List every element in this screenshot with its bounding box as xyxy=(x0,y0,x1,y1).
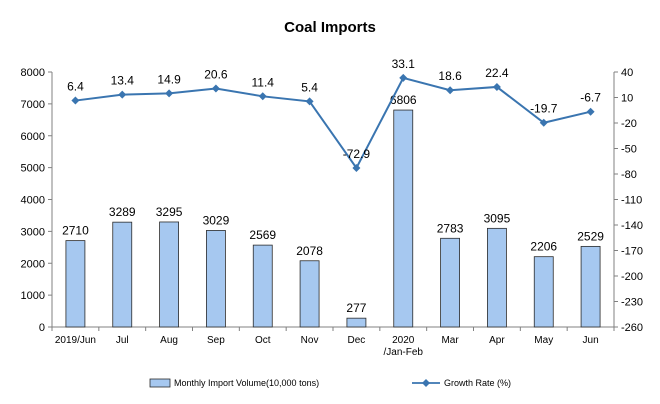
line-point xyxy=(165,89,174,98)
bar-data-label: 3289 xyxy=(109,205,136,219)
bar-series: 2710 3289 3295 3029 2569 2078 277 6806 2783 3095 2… xyxy=(62,93,604,328)
x-axis-tick-label: Oct xyxy=(255,335,271,346)
bar-data-label: 6806 xyxy=(390,93,417,107)
bar-data-label: 2569 xyxy=(249,228,276,242)
bar-data-label: 3295 xyxy=(156,205,183,219)
right-axis-tick-label: -110 xyxy=(621,195,642,207)
line-point xyxy=(399,73,408,82)
x-axis-tick-label: Dec xyxy=(348,335,366,346)
bar-data-label: 2529 xyxy=(577,229,604,243)
line-data-label: 13.4 xyxy=(111,74,135,88)
x-axis-tick-label: 2019/Jun xyxy=(55,335,96,346)
line-series: 6.4 13.4 14.9 20.6 11.4 5.4 -72.9 33.1 18.6 22.4 -… xyxy=(67,57,601,172)
left-axis-tick-label: 5000 xyxy=(21,163,45,175)
left-axis-tick-label: 6000 xyxy=(21,131,45,143)
left-axis: 0 1000 2000 3000 4000 5000 6000 7000 8000 xyxy=(21,67,53,334)
left-axis-tick-label: 0 xyxy=(39,322,45,334)
left-axis-tick-label: 4000 xyxy=(21,195,45,207)
line-point xyxy=(352,163,361,172)
x-axis-tick-label: Aug xyxy=(160,335,178,346)
bar xyxy=(206,230,226,328)
left-axis-tick-label: 2000 xyxy=(21,258,45,270)
line-data-label: -6.7 xyxy=(580,91,601,105)
x-axis-tick-label: Mar xyxy=(441,335,459,346)
bar xyxy=(393,109,414,328)
line-data-label: 18.6 xyxy=(438,69,462,83)
right-axis-tick-label: -50 xyxy=(621,144,637,156)
x-axis-tick-label: May xyxy=(534,335,553,346)
bar xyxy=(299,260,320,328)
bar xyxy=(346,317,367,328)
left-axis-tick-label: 1000 xyxy=(21,290,45,302)
bar-data-label: 277 xyxy=(346,301,366,315)
line-data-label: -19.7 xyxy=(530,102,558,116)
bar-data-label: 3029 xyxy=(203,213,230,227)
line-point xyxy=(305,97,314,106)
legend-bar-label: Monthly Import Volume(10,000 tons) xyxy=(174,378,319,388)
bar xyxy=(440,237,460,328)
legend-line-marker xyxy=(422,379,430,387)
bar-data-label: 2783 xyxy=(437,221,464,235)
x-axis-tick-label: Sep xyxy=(207,335,225,346)
left-axis-tick-label: 3000 xyxy=(21,226,45,238)
x-axis-tick-label: 2020 xyxy=(392,335,415,346)
line-point xyxy=(586,107,595,116)
bar xyxy=(65,240,86,328)
bar xyxy=(533,256,554,328)
line-point xyxy=(492,82,501,91)
line-point xyxy=(211,84,220,93)
bar xyxy=(252,244,273,328)
right-axis-tick-label: -200 xyxy=(621,271,643,283)
x-axis-tick-label: Nov xyxy=(301,335,319,346)
line-data-label: 11.4 xyxy=(252,75,275,89)
bar-data-label: 2710 xyxy=(62,224,89,238)
line-point xyxy=(446,86,455,95)
bar-data-label: 2206 xyxy=(530,240,557,254)
right-axis-tick-label: -170 xyxy=(621,246,643,258)
bar xyxy=(112,221,133,328)
left-axis-tick-label: 7000 xyxy=(21,99,45,111)
bar xyxy=(159,221,179,328)
line-point xyxy=(539,118,548,127)
x-axis-tick-label: Apr xyxy=(489,335,505,346)
line-data-label: 33.1 xyxy=(392,57,416,71)
line-data-label: -72.9 xyxy=(343,147,371,161)
right-axis-tick-label: -140 xyxy=(621,220,643,232)
right-axis-tick-label: 10 xyxy=(621,93,633,105)
x-axis-tick-label: /Jan-Feb xyxy=(384,347,424,358)
right-axis-tick-label: -20 xyxy=(621,118,637,130)
line-point xyxy=(118,90,127,99)
line-data-label: 22.4 xyxy=(485,66,509,80)
right-axis-tick-label: -260 xyxy=(621,322,643,334)
right-axis: -260 -230 -200 -170 -140 -110 -80 -50 -20 10 40 xyxy=(613,67,643,334)
right-axis-tick-label: -80 xyxy=(621,169,637,181)
bar-data-label: 2078 xyxy=(296,244,323,258)
line-point xyxy=(258,92,267,101)
legend: Monthly Import Volume(10,000 tons) Growt… xyxy=(149,378,511,388)
bar xyxy=(487,227,507,328)
x-axis-tick-label: Jul xyxy=(116,335,129,346)
x-axis-tick-label: Jun xyxy=(583,335,599,346)
line-data-label: 5.4 xyxy=(301,80,318,94)
legend-bar-swatch xyxy=(149,378,171,388)
line-data-label: 14.9 xyxy=(157,72,181,86)
right-axis-tick-label: 40 xyxy=(621,67,633,79)
x-axis: 2019/Jun Jul Aug Sep Oct Nov Dec 2020/Jan-Feb Ma… xyxy=(51,326,615,358)
bar xyxy=(580,245,601,328)
chart-title: Coal Imports xyxy=(284,19,376,36)
legend-line-label: Growth Rate (%) xyxy=(444,378,511,388)
bar-data-label: 3095 xyxy=(484,211,511,225)
line-point xyxy=(71,96,80,105)
right-axis-tick-label: -230 xyxy=(621,297,643,309)
line-data-label: 6.4 xyxy=(67,80,84,94)
line-data-label: 20.6 xyxy=(204,67,228,81)
growth-rate-line xyxy=(75,76,591,170)
left-axis-tick-label: 8000 xyxy=(21,67,45,79)
